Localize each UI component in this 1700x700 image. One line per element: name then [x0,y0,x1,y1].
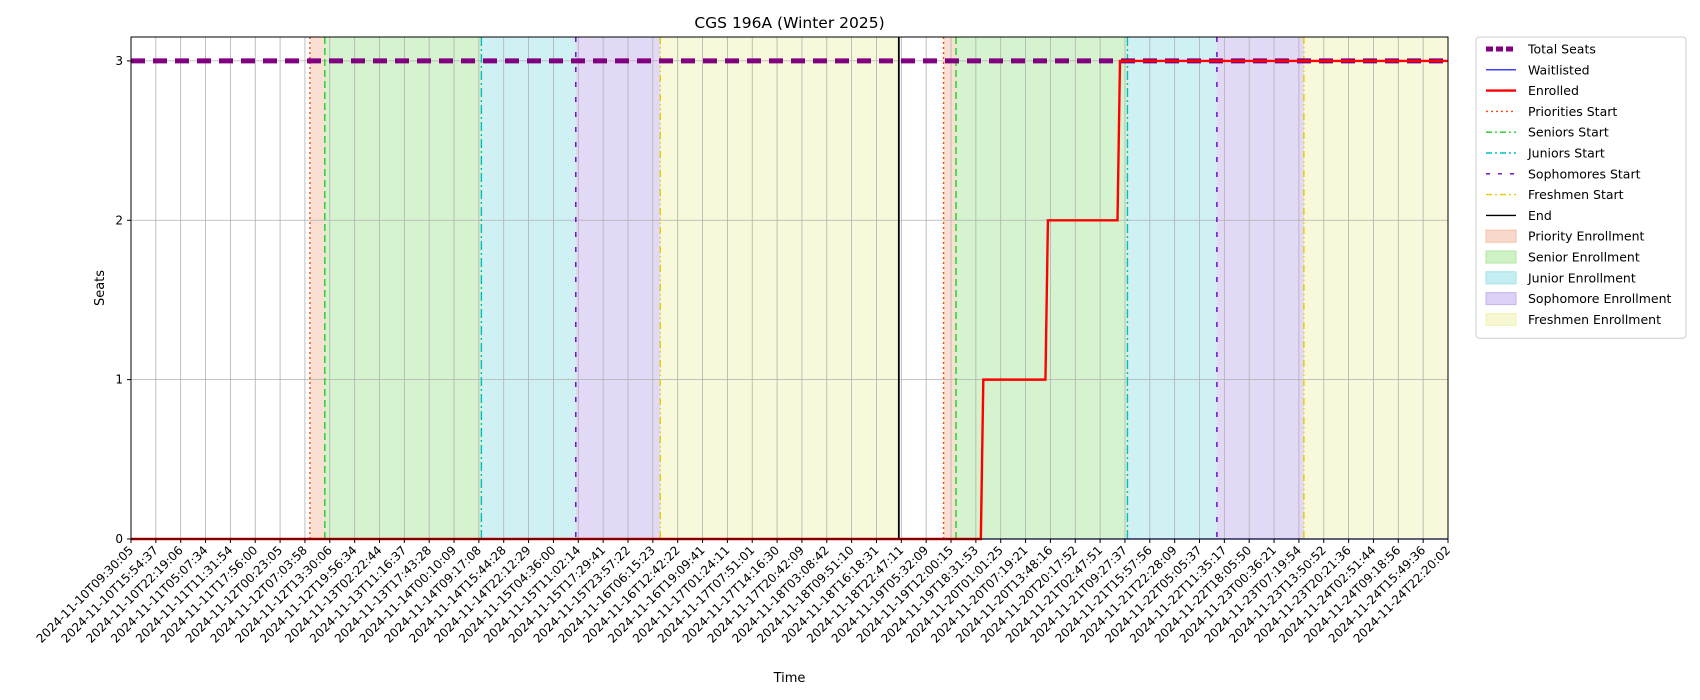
legend-label: End [1528,208,1552,223]
x-axis-ticks: 2024-11-10T09:30:052024-11-10T15:54:3720… [34,539,1453,646]
legend-box [1475,36,1687,339]
period-band [309,37,325,539]
y-axis-ticks: 0 1 2 3 [115,54,131,546]
legend-label: Junior Enrollment [1527,270,1636,285]
legend-label: Freshmen Enrollment [1528,312,1661,327]
legend-swatch [1485,250,1517,264]
period-band [1127,37,1217,539]
plot-frame [130,36,1449,540]
y-tick-label: 3 [115,54,123,68]
period-band [660,37,899,539]
chart-title: CGS 196A (Winter 2025) [694,14,884,32]
legend-swatch [1485,271,1517,285]
legend-label: Juniors Start [1527,146,1605,161]
series-line [131,59,1448,541]
legend-label: Sophomore Enrollment [1528,291,1672,306]
legend-label: Seniors Start [1528,125,1609,140]
period-band [1216,37,1304,539]
enrollment-periods [309,37,1448,539]
legend-swatch [1485,292,1517,306]
y-tick-label: 1 [115,373,123,387]
y-tick-label: 0 [115,532,123,546]
period-band [1303,37,1448,539]
legend-label: Enrolled [1528,83,1579,98]
legend-label: Sophomores Start [1528,166,1641,181]
y-tick-label: 2 [115,213,123,227]
y-axis-title: Seats [93,270,108,306]
legend-swatch [1485,312,1517,326]
legend: Total Seats Waitlisted Enrolled Priorities … [1475,36,1687,339]
legend-label: Senior Enrollment [1528,250,1640,265]
period-band [943,37,956,539]
legend-label: Total Seats [1527,42,1596,57]
period-band [575,37,661,539]
period-band [955,37,1128,539]
period-band [324,37,482,539]
legend-label: Priority Enrollment [1528,229,1645,244]
legend-swatch [1485,229,1517,243]
legend-label: Priorities Start [1528,104,1617,119]
x-axis-title: Time [773,671,806,686]
legend-label: Freshmen Start [1528,187,1624,202]
legend-label: Waitlisted [1528,62,1590,77]
